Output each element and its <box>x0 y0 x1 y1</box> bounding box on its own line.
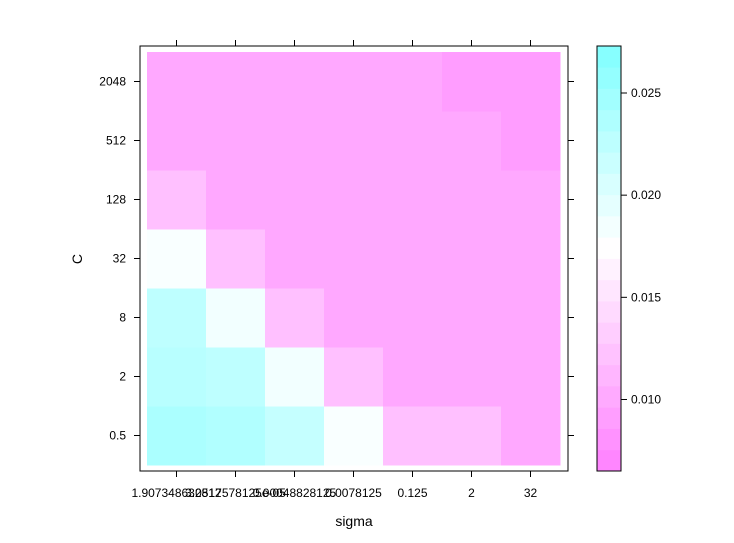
y-tick-label: 0.5 <box>109 429 126 443</box>
colorbar-segment <box>597 322 621 344</box>
heatmap-cell <box>265 406 325 466</box>
y-axis-title: C <box>69 254 85 264</box>
colorbar-segment <box>597 386 621 408</box>
colorbar-segment <box>597 109 621 132</box>
y-tick-label: 8 <box>119 311 126 325</box>
heatmap-cell <box>383 288 443 348</box>
colorbar-segment <box>597 88 621 111</box>
heatmap-cell <box>147 406 207 466</box>
heatmap-cell <box>501 111 561 171</box>
heatmap-cell <box>324 170 384 230</box>
heatmap-cell <box>442 347 502 407</box>
heatmap-cell <box>501 52 561 112</box>
heatmap-cell <box>206 288 266 348</box>
x-tick-label: 0.125 <box>397 486 427 500</box>
colorbar-segment <box>597 67 621 89</box>
y-tick-label: 2048 <box>99 75 126 89</box>
y-tick-label: 512 <box>106 134 126 148</box>
colorbar-tick-label: 0.015 <box>631 290 661 304</box>
heatmap-cell <box>442 170 502 230</box>
colorbar-segment <box>597 216 621 238</box>
colorbar-segment <box>597 131 621 153</box>
heatmap-cell <box>324 52 384 112</box>
heatmap-cell <box>147 52 207 112</box>
heatmap-cell <box>383 111 443 171</box>
colorbar-border <box>596 45 622 472</box>
heatmap-cell <box>501 406 561 466</box>
heatmap-cell <box>206 52 266 112</box>
colorbar-segment <box>597 194 621 217</box>
colorbar-segment <box>597 279 621 302</box>
heatmap-cell <box>265 347 325 407</box>
heatmap-cell <box>501 229 561 289</box>
x-tick-label: 32 <box>524 486 538 500</box>
heatmap-cell <box>147 170 207 230</box>
heatmap-cell <box>324 229 384 289</box>
x-axis-title: sigma <box>335 513 373 529</box>
x-tick-label: 0.00048828125 <box>253 486 337 500</box>
heatmap-cell <box>206 229 266 289</box>
colorbar-segment <box>597 258 621 281</box>
colorbar-segment <box>597 449 621 472</box>
x-tick-label: 3.0517578125e-05 <box>185 486 286 500</box>
heatmap-cell <box>206 170 266 230</box>
colorbar-segment <box>597 237 621 259</box>
heatmap-cell <box>383 52 443 112</box>
heatmap-cell <box>265 111 325 171</box>
heatmap-cell <box>501 170 561 230</box>
y-tick-label: 2 <box>119 370 126 384</box>
heatmap-cell <box>147 347 207 407</box>
colorbar-segment <box>597 301 621 323</box>
y-tick-label: 128 <box>106 193 126 207</box>
x-tick-label: 0.0078125 <box>325 486 382 500</box>
axes: 1.9073486328123.0517578125e-050.00048828… <box>99 40 574 500</box>
heatmap-cell <box>383 406 443 466</box>
heatmap-cell <box>383 229 443 289</box>
heatmap-cell <box>383 347 443 407</box>
colorbar-segment <box>597 173 621 196</box>
heatmap-cell <box>147 288 207 348</box>
heatmap-cell <box>442 229 502 289</box>
colorbar-segment <box>597 364 621 387</box>
colorbar: 0.010 0.015 0.020 0.025 <box>596 45 661 472</box>
colorbar-segment <box>597 428 621 451</box>
y-tick-label: 32 <box>113 252 127 266</box>
colorbar-segment <box>597 407 621 429</box>
heatmap-cells <box>147 52 561 466</box>
heatmap-cell <box>442 406 502 466</box>
heatmap-cell <box>206 406 266 466</box>
heatmap-cell <box>324 406 384 466</box>
heatmap-cell <box>147 229 207 289</box>
heatmap-cell <box>442 52 502 112</box>
colorbar-tick-label: 0.010 <box>631 392 661 406</box>
heatmap-cell <box>147 111 207 171</box>
heatmap-cell <box>324 111 384 171</box>
heatmap-cell <box>265 229 325 289</box>
x-tick-label: 1.907348632812 <box>131 486 221 500</box>
colorbar-segment <box>597 152 621 174</box>
colorbar-segment <box>597 46 621 68</box>
heatmap-cell <box>324 288 384 348</box>
x-tick-label: 2 <box>468 486 475 500</box>
heatmap-cell <box>265 52 325 112</box>
heatmap-cell <box>206 111 266 171</box>
colorbar-tick-label: 0.025 <box>631 86 661 100</box>
colorbar-tick-label: 0.020 <box>631 188 661 202</box>
heatmap-cell <box>501 347 561 407</box>
heatmap-cell <box>501 288 561 348</box>
colorbar-segment <box>597 343 621 366</box>
heatmap-cell <box>265 170 325 230</box>
heatmap-cell <box>206 347 266 407</box>
heatmap-cell <box>324 347 384 407</box>
heatmap-cell <box>265 288 325 348</box>
heatmap-cell <box>442 111 502 171</box>
heatmap-cell <box>442 288 502 348</box>
heatmap-cell <box>383 170 443 230</box>
